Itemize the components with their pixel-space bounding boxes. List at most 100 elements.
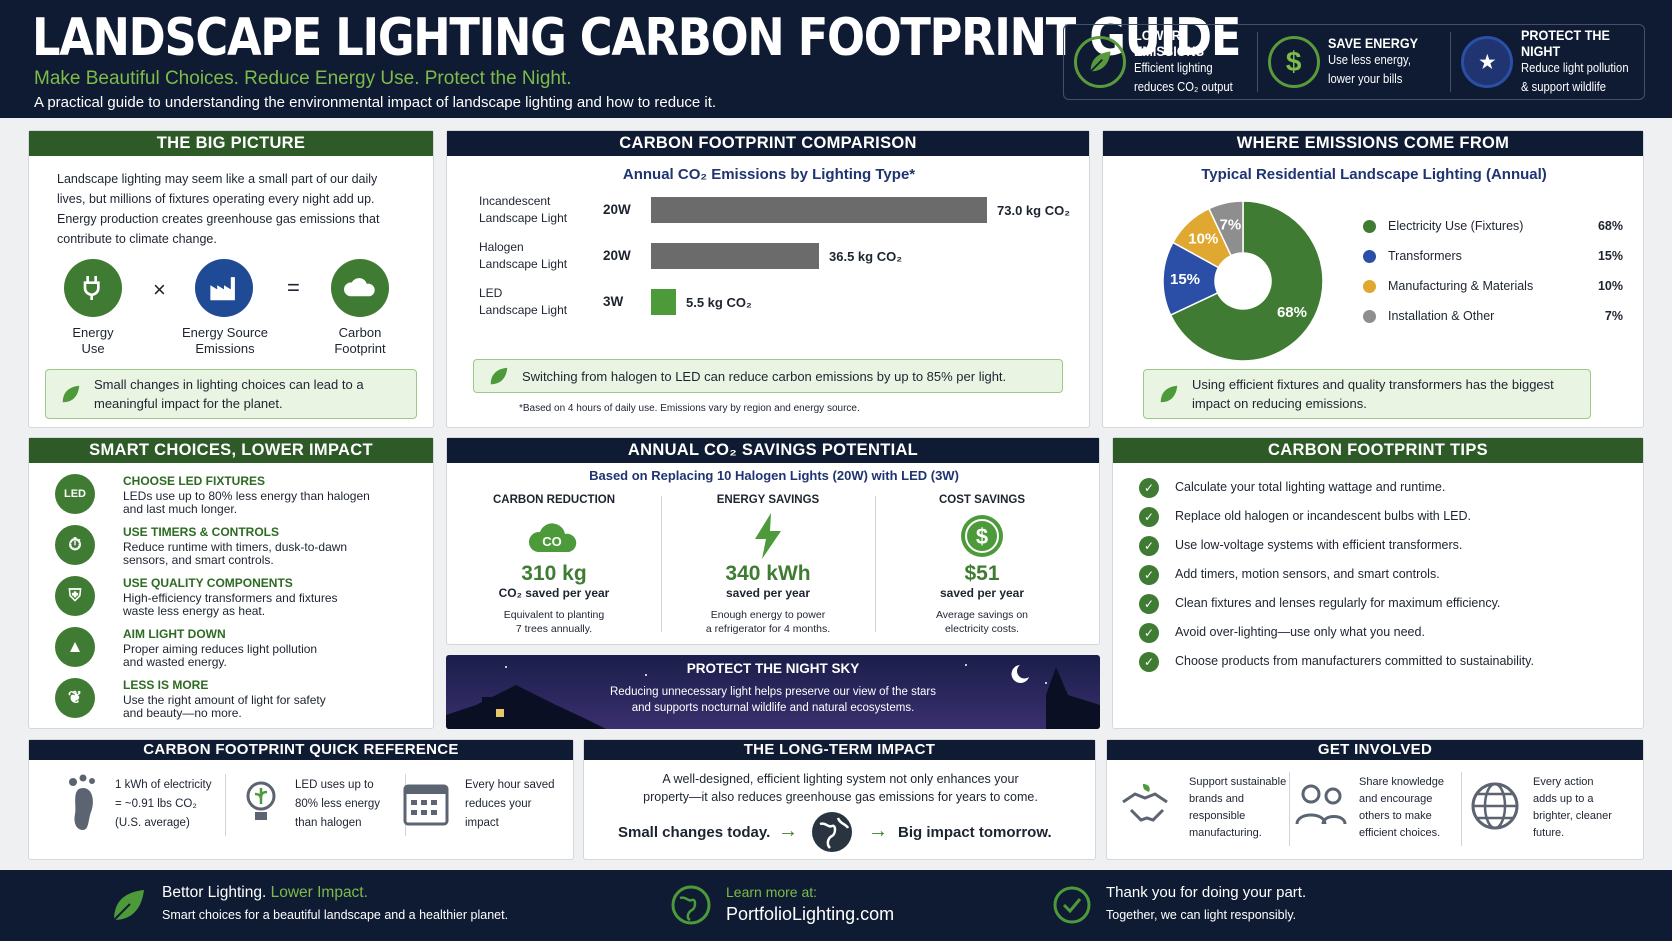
page-title: LANDSCAPE LIGHTING CARBON FOOTPRINT GUID… — [32, 8, 1241, 68]
tip-item: Avoid over-lighting—use only what you ne… — [1175, 625, 1425, 639]
footer-website-link[interactable]: PortfolioLighting.com — [726, 904, 895, 924]
bar-watt-label: 20W — [603, 202, 631, 217]
leaf-icon — [1160, 385, 1178, 403]
choice-title: LESS IS MORE — [123, 678, 209, 692]
involved-text: Support sustainable brands and responsible… — [1189, 776, 1287, 839]
dollar-icon: $ — [875, 512, 1089, 560]
choice-title: CHOOSE LED FIXTURES — [123, 474, 266, 488]
savings-value: $51 — [964, 562, 1000, 585]
bar-category-label: LED Landscape LightLEDLandscape Light — [479, 286, 568, 317]
long-term-text: A well-designed, efficient lighting syst… — [643, 772, 1038, 804]
svg-text:CO: CO — [542, 534, 562, 549]
header-badges: LOWER EMISSIONS Efficient lighting reduc… — [1063, 24, 1645, 100]
badge-title: SAVE ENERGY — [1327, 35, 1418, 51]
choice-title: USE QUALITY COMPONENTS — [123, 576, 293, 590]
legend-value: 10% — [1597, 279, 1623, 293]
badge-line: lower your bills — [1327, 72, 1403, 86]
get-involved-card: GET INVOLVED Support sustainable brands a… — [1106, 739, 1644, 860]
big-picture-card: THE BIG PICTURE Landscape lighting may s… — [28, 130, 434, 428]
bar-mark — [651, 289, 676, 315]
legend-swatch — [1363, 279, 1376, 293]
timer-icon: ⏱ — [55, 525, 95, 565]
footer-thanks: Thank you for doing your part. — [1106, 884, 1307, 901]
savings-value: 310 kg — [521, 562, 587, 585]
savings-value: 340 kWh — [725, 562, 811, 585]
savings-label: saved per year — [725, 586, 811, 600]
eq-label: Carbon Footprint — [334, 325, 386, 356]
chart-title: Annual CO₂ Emissions by Lighting Type* — [622, 166, 916, 183]
big-picture-note: Small changes in lighting choices can le… — [45, 369, 417, 419]
legend-item: Electricity Use (Fixtures) 68% — [1363, 211, 1623, 241]
arrow-icon: → — [778, 820, 798, 842]
tip-item: Calculate your total lighting wattage an… — [1175, 480, 1446, 494]
badge-protect-night: ★ PROTECT THE NIGHT Reduce light polluti… — [1451, 27, 1644, 94]
leaf-icon: ❦ — [55, 678, 95, 718]
globe-icon — [812, 812, 852, 852]
big-picture-text: Landscape lighting may seem like a small… — [57, 172, 380, 246]
footer-learn-more: Learn more at: — [726, 884, 818, 900]
legend-swatch — [1363, 249, 1376, 263]
tip-item: Add timers, motion sensors, and smart co… — [1175, 567, 1440, 581]
dollar-icon: $ — [1267, 36, 1320, 88]
chart-title: Typical Residential Landscape Lighting (… — [1201, 166, 1547, 183]
check-icon: ✓ — [1139, 652, 1159, 672]
savings-head: COST SAVINGS — [938, 494, 1026, 506]
quickref-text: Every hour saved reduces your impact — [465, 779, 555, 829]
svg-text:$: $ — [976, 524, 988, 549]
legend-swatch — [1363, 309, 1376, 323]
eq-label: Energy Use — [72, 325, 114, 356]
header: LANDSCAPE LIGHTING CARBON FOOTPRINT GUID… — [0, 0, 1672, 118]
led-icon: LED — [55, 474, 95, 514]
badge-title: LOWER EMISSIONS — [1134, 27, 1205, 59]
page-subtitle: Make Beautiful Choices. Reduce Energy Us… — [34, 68, 572, 89]
shield-icon: ⛨ — [55, 576, 95, 616]
savings-subtitle: Based on Replacing 10 Halogen Lights (20… — [589, 468, 959, 483]
times-sign: × — [153, 277, 166, 302]
savings-desc: Average savings on electricity costs. — [935, 609, 1029, 635]
choice-text: Proper aiming reduces light pollution and… — [123, 642, 318, 669]
tip-item: Use low-voltage systems with efficient t… — [1175, 538, 1463, 552]
pie-slice-label: 7% — [1220, 216, 1242, 233]
globe-leaf-icon — [671, 885, 711, 925]
section-title: ANNUAL CO₂ SAVINGS POTENTIAL — [447, 438, 1099, 463]
savings-column: COST SAVINGS $ $51 saved per year Average sa… — [875, 494, 1089, 636]
section-title: CARBON FOOTPRINT QUICK REFERENCE — [29, 740, 573, 760]
choice-text: LEDs use up to 80% less energy than halo… — [123, 489, 370, 516]
small-changes-text: Small changes today. — [618, 824, 771, 841]
badge-line: Use less energy, — [1327, 53, 1411, 67]
bar-watt-label: 20W — [603, 248, 631, 263]
bar-mark — [651, 197, 987, 223]
bar-category-label: Halogen Landscape LightHalogenLandscape … — [479, 240, 568, 271]
night-sky-banner: PROTECT THE NIGHT SKY Reducing unnecessa… — [446, 655, 1100, 729]
pie-slice-label: 10% — [1188, 231, 1218, 248]
calendar-icon — [403, 784, 449, 826]
arrow-icon: → — [868, 820, 888, 842]
emissions-note: Using efficient fixtures and quality tra… — [1143, 369, 1591, 419]
savings-label: saved per year — [939, 586, 1025, 600]
bar-watt-label: 3W — [603, 294, 624, 309]
footer-tagline-sub: Smart choices for a beautiful landscape … — [162, 908, 509, 922]
footprint-icon — [69, 774, 95, 830]
savings-desc: Enough energy to power a refrigerator for… — [705, 609, 831, 635]
legend-swatch — [1363, 219, 1376, 233]
handshake-icon — [1122, 784, 1168, 822]
night-sky-icon: ★ — [1461, 36, 1514, 88]
check-icon: ✓ — [1139, 478, 1159, 498]
bar-value-label: 36.5 kg CO₂ — [829, 249, 902, 264]
bar-category-label: Incandescent Landscape LightIncandescent… — [479, 194, 568, 225]
check-leaf-icon — [1053, 886, 1091, 924]
tip-item: Replace old halogen or incandescent bulb… — [1175, 509, 1472, 523]
people-icon — [1295, 784, 1347, 825]
savings-column: ENERGY SAVINGS 340 kWh saved per year Enoug… — [661, 494, 875, 636]
leaf-icon — [1074, 36, 1126, 88]
section-title: GET INVOLVED — [1107, 740, 1643, 760]
section-title: CARBON FOOTPRINT TIPS — [1113, 438, 1643, 463]
leaf-icon — [62, 385, 80, 403]
savings-head: CARBON REDUCTION — [492, 494, 616, 506]
choice-text: Use the right amount of light for safety… — [123, 693, 326, 720]
smart-choices-card: SMART CHOICES, LOWER IMPACT LED CHOOSE LE… — [28, 437, 434, 729]
tip-item: Clean fixtures and lenses regularly for … — [1175, 596, 1501, 610]
legend-item: Transformers 15% — [1363, 241, 1623, 271]
badge-line: Efficient lighting — [1134, 61, 1213, 75]
night-text: Reducing unnecessary light helps preserv… — [609, 686, 936, 714]
